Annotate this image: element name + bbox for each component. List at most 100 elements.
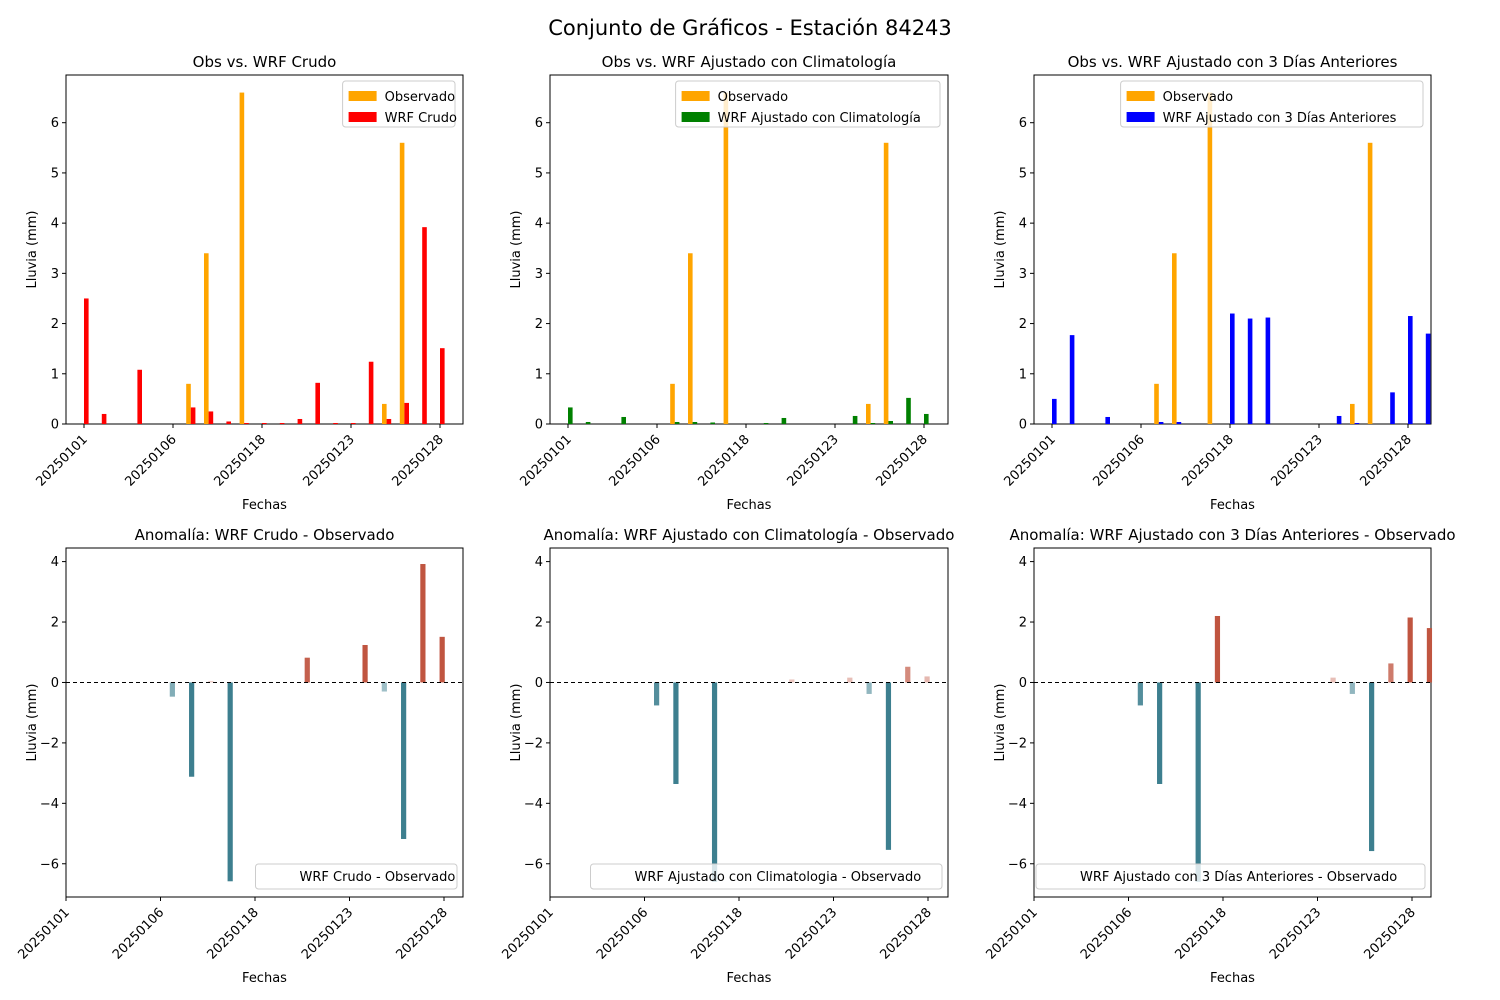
legend: Observado WRF Ajustado con Climatología: [675, 80, 941, 128]
plot-frame: [1033, 547, 1432, 898]
x-tick-label: 20250106: [594, 905, 651, 962]
anomaly-bar: [381, 682, 387, 692]
bar-wrf: [351, 422, 356, 424]
y-tick-label: 0: [535, 676, 543, 691]
y-axis-label: Lluvia (mm): [509, 211, 524, 289]
anomaly-bar: [905, 666, 911, 683]
y-tick-label: 0: [535, 418, 543, 433]
anomaly-bar: [1349, 682, 1355, 694]
y-tick-label: 0: [1019, 676, 1027, 691]
panel-title: Obs vs. WRF Crudo: [193, 53, 337, 71]
y-tick-label: 1: [535, 367, 543, 382]
x-tick-label: 20250101: [983, 905, 1040, 962]
bar-observado: [1207, 92, 1213, 425]
legend-box: [1120, 80, 1424, 128]
anomaly-bar: [1137, 682, 1143, 706]
anomaly-bar: [362, 644, 368, 683]
plot-frame: [549, 547, 949, 898]
legend-box: [255, 863, 458, 890]
x-tick-label: 20250128: [1361, 905, 1418, 962]
legend-swatch: [681, 91, 710, 101]
panel-title: Anomalía: WRF Ajustado con Climatología …: [544, 526, 955, 544]
bar-observado: [670, 383, 675, 424]
y-tick-label: −4: [524, 797, 543, 812]
bar-observado: [204, 253, 209, 424]
x-tick-label: 20250106: [606, 432, 663, 489]
bar-wrf: [226, 421, 231, 424]
bar-observado: [866, 403, 871, 424]
anomaly-bar: [1369, 682, 1375, 852]
anomaly-bar: [789, 679, 795, 683]
y-tick-label: 3: [51, 267, 59, 282]
bar-wrf: [1158, 421, 1164, 424]
anomaly-bar: [169, 682, 175, 697]
y-tick-label: 2: [51, 616, 59, 631]
anomaly-bar: [1214, 615, 1221, 683]
legend-label: WRF Ajustado con 3 Días Anteriores: [1163, 111, 1397, 126]
anomaly-bar: [189, 682, 195, 777]
bar-observado: [399, 142, 405, 424]
x-tick-label: 20250101: [1001, 432, 1058, 489]
bar-wrf: [568, 407, 573, 424]
x-tick-label: 20250123: [1267, 905, 1324, 962]
panel-3: Obs vs. WRF Ajustado con 3 Días Anterior…: [993, 53, 1432, 513]
x-tick-label: 20250123: [1268, 432, 1325, 489]
anomaly-bar: [885, 682, 892, 850]
y-tick-label: −4: [40, 797, 59, 812]
y-tick-label: 4: [535, 217, 543, 232]
bar-wrf: [1105, 416, 1110, 424]
legend: WRF Crudo - Observado: [255, 863, 458, 890]
bar-wrf: [440, 348, 445, 424]
bar-observado: [688, 253, 693, 424]
legend-swatch: [1126, 112, 1155, 122]
legend-swatch: [1126, 91, 1155, 101]
anomaly-bar: [866, 682, 872, 694]
y-tick-label: −4: [1008, 797, 1027, 812]
legend-label: Observado: [385, 90, 456, 105]
bar-wrf: [906, 397, 911, 424]
bar-wrf: [422, 227, 427, 424]
x-tick-label: 20250118: [204, 905, 261, 962]
legend-swatch: [348, 112, 377, 122]
bar-wrf: [368, 361, 374, 424]
x-tick-label: 20250118: [1179, 432, 1236, 489]
bar-wrf: [1354, 422, 1360, 424]
anomaly-bar: [1388, 663, 1394, 683]
plot-frame: [65, 547, 464, 898]
legend-label: WRF Crudo: [385, 111, 457, 126]
y-tick-label: −2: [40, 736, 59, 751]
bar-wrf: [674, 421, 680, 424]
bar-wrf: [208, 411, 214, 424]
legend-box: [1035, 863, 1426, 890]
y-tick-label: 2: [535, 616, 543, 631]
y-tick-label: 5: [51, 166, 59, 181]
anomaly-bar: [1195, 682, 1201, 882]
legend: Observado WRF Ajustado con 3 Días Anterio…: [1120, 80, 1424, 128]
bar-wrf: [1247, 318, 1253, 424]
panel-title: Anomalía: WRF Ajustado con 3 Días Anteri…: [1009, 526, 1455, 544]
y-tick-label: 2: [1019, 317, 1027, 332]
panel-6: Anomalía: WRF Ajustado con 3 Días Anteri…: [983, 526, 1455, 986]
bar-wrf: [621, 416, 626, 424]
y-tick-label: 2: [51, 317, 59, 332]
bar-wrf: [852, 415, 858, 424]
y-tick-label: 2: [1019, 616, 1027, 631]
bar-observado: [1367, 142, 1373, 424]
x-tick-label: 20250128: [393, 905, 450, 962]
bar-wrf: [244, 422, 249, 424]
bar-observado: [186, 383, 191, 424]
anomaly-bar: [208, 680, 214, 683]
bar-observado: [382, 403, 387, 424]
anomaly-bar: [1157, 682, 1163, 784]
y-axis-label: Lluvia (mm): [25, 211, 40, 289]
y-tick-label: −2: [524, 736, 543, 751]
bar-wrf: [585, 421, 591, 424]
x-tick-label: 20250101: [499, 905, 556, 962]
bar-wrf: [1425, 333, 1431, 424]
panel-title: Anomalía: WRF Crudo - Observado: [135, 526, 395, 544]
y-tick-label: 4: [51, 555, 59, 570]
x-tick-label: 20250123: [299, 905, 356, 962]
x-tick-label: 20250128: [389, 432, 446, 489]
x-tick-label: 20250123: [300, 432, 357, 489]
x-axis-label: Fechas: [727, 498, 772, 513]
